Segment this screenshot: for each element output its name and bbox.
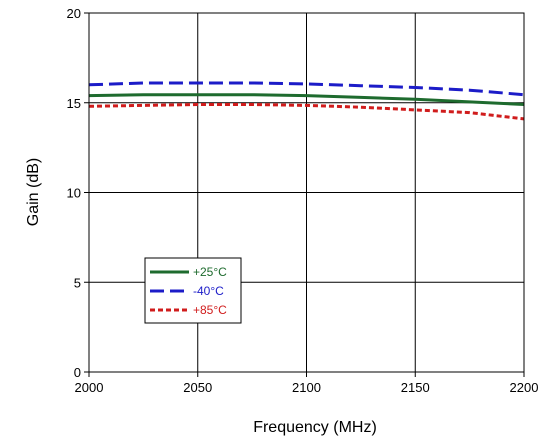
x-tick-label: 2100: [292, 380, 321, 395]
series-line-1: [88, 81, 525, 97]
y-tick-labels: 0 5 10 15 20: [67, 6, 81, 380]
legend: +25°C -40°C +85°C: [144, 257, 242, 324]
x-tick-label: 2200: [510, 380, 539, 395]
legend-label-1: -40°C: [193, 284, 224, 298]
x-tick-label: 2050: [183, 380, 212, 395]
y-tick-label: 5: [74, 275, 81, 290]
legend-label-2: +85°C: [193, 303, 227, 317]
y-axis-title: Gain (dB): [25, 158, 42, 226]
y-tick-label: 15: [67, 96, 81, 111]
x-tick-label: 2150: [401, 380, 430, 395]
x-tick-label: 2000: [75, 380, 104, 395]
y-tick-label: 10: [67, 186, 81, 201]
x-axis-title: Frequency (MHz): [253, 419, 377, 436]
legend-label-0: +25°C: [193, 265, 227, 279]
tick-marks: [84, 12, 525, 377]
y-tick-label: 20: [67, 6, 81, 21]
y-tick-label: 0: [74, 365, 81, 380]
series-line-0: [88, 93, 525, 106]
series-line-2: [88, 103, 525, 121]
series-layer: [88, 81, 525, 121]
x-tick-labels: 2000 2050 2100 2150 2200: [75, 380, 539, 395]
